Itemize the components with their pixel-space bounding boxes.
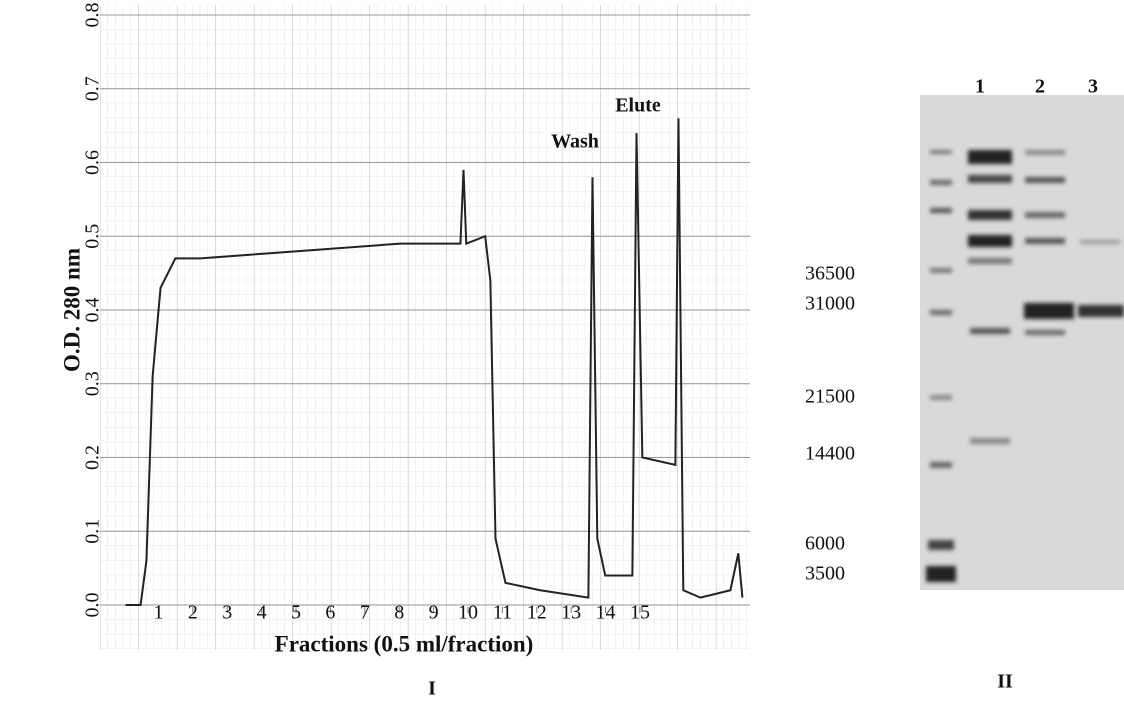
gel: 1 2 3 bbox=[920, 76, 1124, 590]
gel-background bbox=[920, 95, 1124, 590]
x-tick-label: 8 bbox=[394, 602, 404, 624]
x-tick-label: 7 bbox=[360, 602, 370, 624]
y-axis-label: O.D. 280 nm bbox=[59, 248, 84, 372]
marker-label: 6000 bbox=[805, 533, 845, 555]
gel-bands bbox=[926, 150, 1124, 582]
lane-label: 2 bbox=[1035, 76, 1045, 98]
x-tick-label: 9 bbox=[429, 602, 439, 624]
marker-label: 31000 bbox=[805, 293, 855, 315]
marker-label: 21500 bbox=[805, 386, 855, 408]
x-tick-label: 6 bbox=[325, 602, 335, 624]
x-tick-label: 11 bbox=[493, 602, 512, 624]
annotation: Elute bbox=[615, 95, 661, 117]
x-tick-label: 2 bbox=[188, 602, 198, 624]
y-tick-label: 0.0 bbox=[82, 593, 104, 618]
y-tick-label: 0.5 bbox=[82, 224, 104, 249]
x-tick-label: 12 bbox=[527, 602, 547, 624]
x-tick-label: 15 bbox=[630, 602, 650, 624]
panel-label: I bbox=[428, 678, 436, 700]
marker-label: 14400 bbox=[805, 443, 855, 465]
x-tick-label: 4 bbox=[257, 602, 267, 624]
x-tick-label: 3 bbox=[222, 602, 232, 624]
lane-label: 1 bbox=[975, 76, 985, 98]
y-tick-label: 0.4 bbox=[82, 298, 104, 323]
trace bbox=[125, 118, 744, 606]
x-tick-label: 5 bbox=[291, 602, 301, 624]
y-tick-label: 0.7 bbox=[82, 76, 104, 101]
y-tick-label: 0.2 bbox=[82, 445, 104, 470]
x-axis-label: Fractions (0.5 ml/fraction) bbox=[275, 631, 534, 656]
y-tick-label: 0.1 bbox=[82, 519, 104, 544]
panel-label: II bbox=[997, 671, 1013, 693]
x-tick-label: 14 bbox=[596, 602, 616, 624]
y-tick-label: 0.3 bbox=[82, 371, 104, 396]
annotation: Wash bbox=[551, 131, 599, 153]
marker-label: 3500 bbox=[805, 563, 845, 585]
lane-label: 3 bbox=[1088, 76, 1098, 98]
x-tick-label: 10 bbox=[458, 602, 478, 624]
marker-label: 36500 bbox=[805, 263, 855, 285]
y-tick-label: 0.6 bbox=[82, 150, 104, 175]
y-tick-label: 0.8 bbox=[82, 3, 104, 28]
chromatogram: 0.00.10.20.30.40.50.60.70.81 2 3 4 5 6 7 8 9 10 11… bbox=[59, 3, 750, 656]
x-tick-label: 1 bbox=[153, 602, 163, 624]
x-tick-label: 13 bbox=[561, 602, 581, 624]
graph-paper-major bbox=[100, 5, 750, 650]
